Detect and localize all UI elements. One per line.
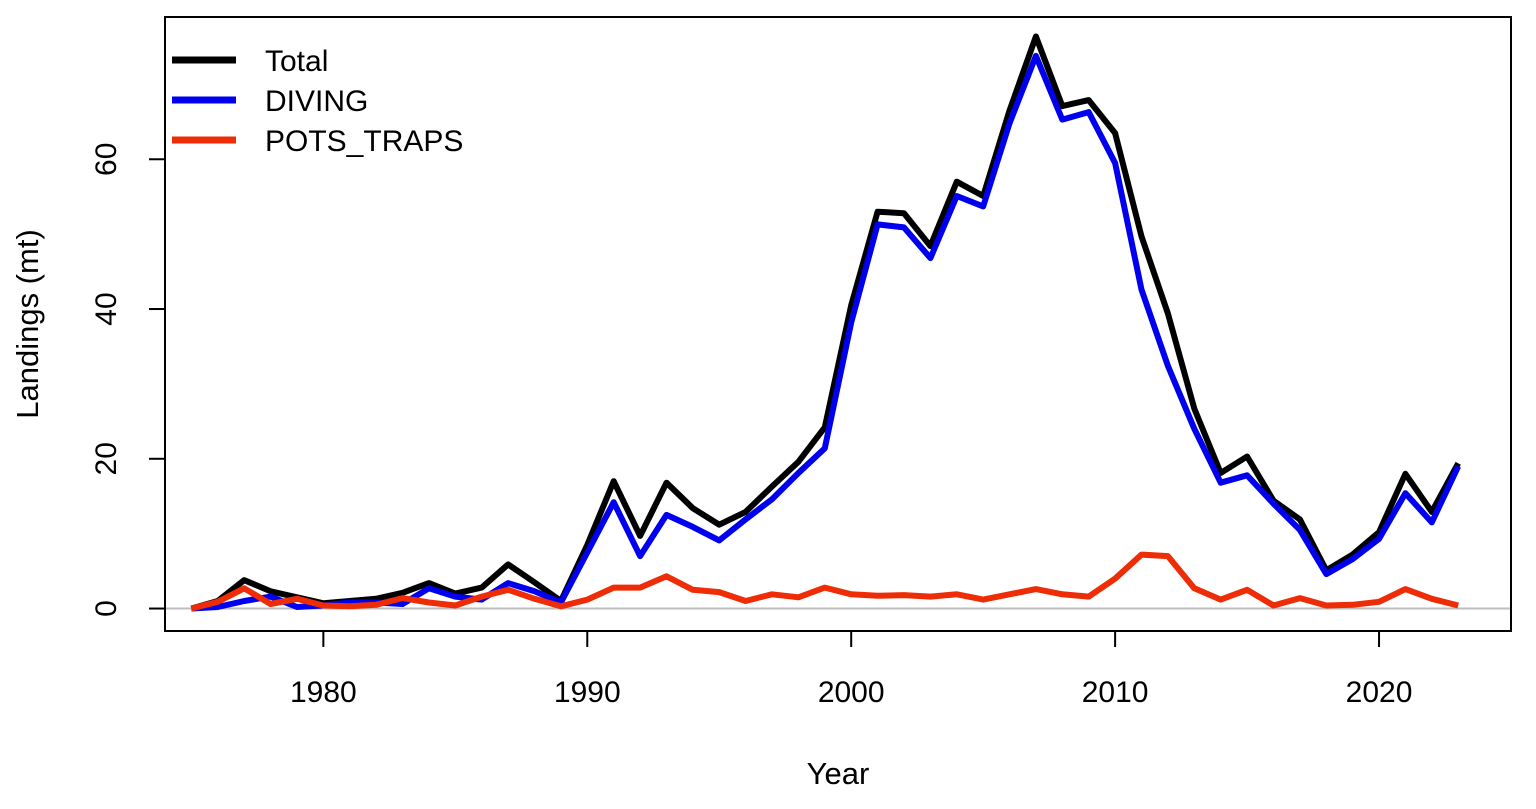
series-layer xyxy=(190,33,1461,612)
legend-label-total: Total xyxy=(265,45,328,78)
x-tick-label-2020: 2020 xyxy=(1346,676,1413,709)
x-axis-title: Year xyxy=(807,756,870,791)
y-axis: 0 20 40 60 xyxy=(90,143,166,617)
x-tick-label-2000: 2000 xyxy=(818,676,885,709)
x-axis: 1980 1990 2000 2010 2020 xyxy=(290,630,1413,709)
series-line-diving xyxy=(191,52,1461,612)
series-line-pots-traps xyxy=(190,551,1459,612)
y-tick-label-0: 0 xyxy=(90,600,123,617)
legend: Total DIVING POTS_TRAPS xyxy=(172,45,463,158)
y-tick-label-60: 60 xyxy=(90,143,123,176)
x-tick-label-1980: 1980 xyxy=(290,676,357,709)
y-tick-label-20: 20 xyxy=(90,442,123,475)
y-axis-title: Landings (mt) xyxy=(10,229,45,419)
x-tick-label-1990: 1990 xyxy=(554,676,621,709)
series-line-total xyxy=(190,33,1461,612)
legend-label-diving: DIVING xyxy=(265,85,368,118)
legend-label-pots-traps: POTS_TRAPS xyxy=(265,125,463,158)
x-tick-label-2010: 2010 xyxy=(1082,676,1149,709)
y-tick-label-40: 40 xyxy=(90,292,123,325)
